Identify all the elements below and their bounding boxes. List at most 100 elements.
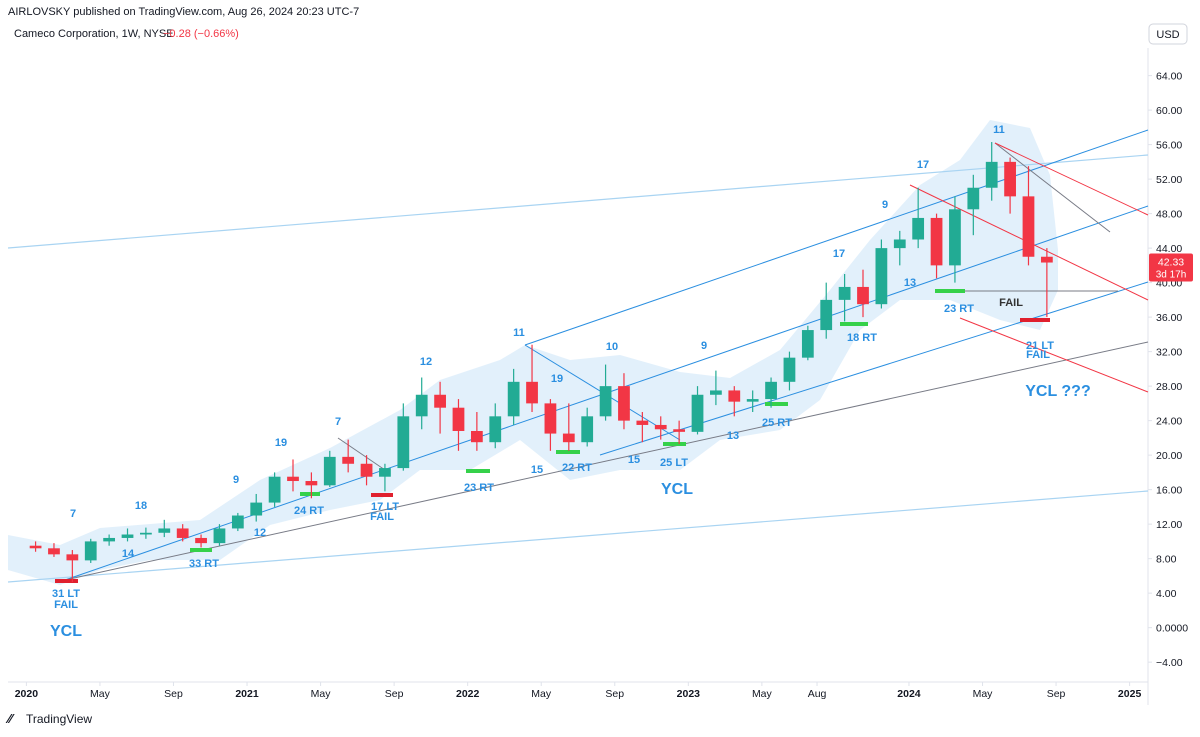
trend-line (7, 490, 1149, 583)
y-tick-label: 8.00 (1156, 554, 1177, 566)
candle-body (195, 537, 207, 544)
drawings (7, 120, 1149, 585)
annotation: 9 (233, 474, 239, 486)
candle-body (636, 420, 649, 425)
trend-line (64, 341, 1149, 581)
annotation: 25 LT (660, 457, 688, 469)
x-tick-label: May (531, 688, 552, 700)
x-tick-label: Aug (808, 688, 827, 700)
candle-body (176, 528, 189, 538)
annotation: 15 (628, 454, 640, 466)
x-tick-label: Sep (605, 688, 624, 700)
x-tick-label: May (90, 688, 111, 700)
candle-body (949, 209, 961, 266)
y-tick-label: 4.00 (1156, 588, 1177, 600)
trend-line (994, 142, 1149, 216)
candle-body (691, 394, 704, 432)
annotation: 9 (882, 199, 888, 211)
x-tick-label: 2022 (456, 688, 480, 700)
y-tick-label: 60.00 (1156, 105, 1182, 117)
candle-body (728, 390, 741, 402)
candle-body (893, 239, 906, 249)
candle-body (397, 416, 410, 469)
candle-body (415, 394, 428, 417)
trend-line (337, 437, 386, 471)
candle-body (1040, 256, 1053, 263)
annotation: 22 RT (562, 462, 592, 474)
envelope (8, 120, 1058, 585)
annotation: YCL (661, 481, 693, 498)
annotation: 15 (531, 464, 543, 476)
annotation: 25 RT (762, 417, 792, 429)
candle-body (746, 399, 759, 402)
candle-body (66, 554, 79, 561)
candle-body (526, 381, 538, 404)
x-tick-label: 2021 (235, 688, 259, 700)
y-tick-label: 52.00 (1156, 174, 1182, 186)
annotation: 13 (727, 430, 739, 442)
annotation: 18 (135, 500, 147, 512)
annotation: 31 LT (52, 588, 80, 600)
candle-body (618, 386, 630, 421)
candle-body (581, 416, 594, 443)
candle-body (654, 424, 667, 430)
price-change: −0.28 (−0.66%) (163, 28, 239, 40)
currency-box[interactable] (1148, 23, 1188, 45)
candle-body (912, 217, 925, 240)
candle-body (710, 390, 722, 395)
x-tick-label: Sep (385, 688, 404, 700)
trend-line (994, 142, 1111, 233)
annotations: 7 18 14 33 RT 31 LT FAIL YCL 9 19 12 24 … (50, 124, 1091, 640)
candle-body (765, 381, 777, 400)
candle-body (250, 502, 263, 516)
annotation: FAIL (1026, 349, 1050, 361)
candle-body (140, 532, 152, 535)
candle-body (783, 357, 796, 382)
candle-body (158, 528, 171, 533)
annotation: 19 (551, 373, 563, 385)
annotation: 17 LT (371, 501, 399, 513)
annotation: 17 (917, 159, 929, 171)
candle-body (985, 161, 998, 188)
annotation: 21 LT (1026, 340, 1054, 352)
x-tick-label: 2023 (677, 688, 701, 700)
annotation: 33 RT (189, 558, 219, 570)
candle-body (673, 429, 686, 432)
y-tick-label: 44.00 (1156, 243, 1182, 255)
trend-line (599, 281, 1149, 456)
y-tick-label: 0.0000 (1156, 623, 1188, 635)
last-price-tag (1149, 253, 1193, 282)
annotation: 11 (513, 327, 525, 339)
brand-logo: ⁄⁄ (5, 711, 15, 726)
candle-body (857, 286, 869, 305)
annotation: 11 (993, 124, 1005, 136)
x-tick-label: 2024 (897, 688, 921, 700)
currency[interactable]: USD (1156, 29, 1179, 41)
annotation: 19 (275, 437, 287, 449)
candle-body (379, 468, 391, 477)
candle-body (967, 187, 980, 210)
annotation: 17 (833, 248, 845, 260)
annotation: FAIL (370, 511, 394, 523)
candle-body (84, 541, 97, 561)
candle-body (452, 407, 465, 431)
candle-body (323, 456, 336, 486)
candle-body (48, 548, 60, 555)
trend-line (7, 154, 1149, 249)
candle-body (801, 330, 814, 358)
x-tick-label: May (973, 688, 994, 700)
annotation: 14 (122, 548, 135, 560)
y-tick-label: 16.00 (1156, 485, 1182, 497)
candles (29, 142, 1053, 582)
candle-body (544, 403, 557, 434)
candle-body (434, 394, 446, 408)
y-tick-label: 56.00 (1156, 140, 1182, 152)
annotation: 18 RT (847, 332, 877, 344)
candle-body (1022, 196, 1035, 257)
candle-body (268, 476, 281, 503)
annotation: 23 RT (944, 303, 974, 315)
y-tick-label: 24.00 (1156, 416, 1182, 428)
annotation: 23 RT (464, 482, 494, 494)
candle-body (103, 537, 116, 542)
